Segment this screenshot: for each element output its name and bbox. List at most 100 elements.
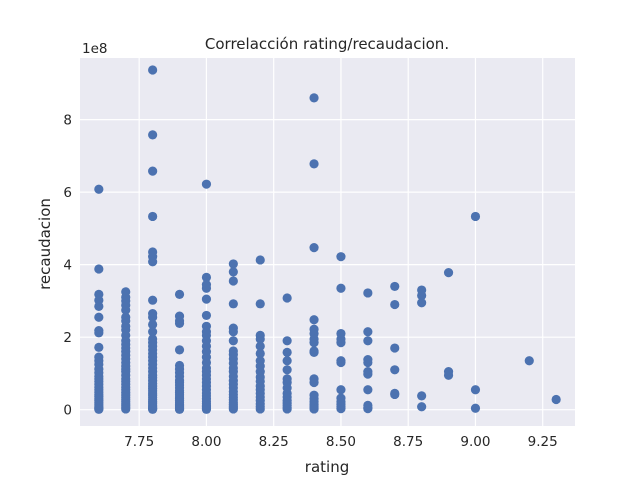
x-tick-label: 8.75 bbox=[393, 434, 423, 450]
data-point bbox=[228, 336, 238, 346]
data-point bbox=[282, 404, 292, 414]
data-point bbox=[228, 276, 238, 286]
data-point bbox=[336, 252, 346, 262]
data-point bbox=[309, 377, 319, 388]
data-point bbox=[282, 347, 292, 357]
data-point bbox=[121, 305, 131, 315]
data-point bbox=[148, 312, 158, 322]
data-point bbox=[282, 293, 292, 303]
data-point bbox=[255, 348, 265, 359]
data-point bbox=[94, 184, 104, 194]
data-point bbox=[228, 404, 238, 414]
data-point bbox=[336, 357, 346, 368]
data-point bbox=[390, 389, 400, 400]
data-point bbox=[363, 357, 373, 368]
x-tick-label: 9.25 bbox=[528, 434, 558, 450]
data-point bbox=[336, 338, 346, 348]
data-point bbox=[363, 336, 373, 346]
y-tick-labels: 0 2 4 6 8 bbox=[63, 113, 72, 419]
data-point bbox=[174, 345, 185, 355]
y-axis-label: recaudacion bbox=[36, 198, 54, 290]
data-point bbox=[363, 369, 373, 379]
data-point bbox=[336, 385, 346, 395]
data-point bbox=[470, 385, 481, 395]
data-point bbox=[94, 301, 104, 311]
data-point bbox=[390, 343, 400, 353]
data-point bbox=[148, 257, 158, 267]
data-point bbox=[228, 299, 238, 309]
x-tick-label: 8.25 bbox=[259, 434, 289, 450]
data-point bbox=[94, 264, 104, 274]
data-point bbox=[417, 402, 427, 412]
data-point bbox=[470, 211, 481, 222]
data-point bbox=[174, 404, 185, 414]
data-point bbox=[148, 404, 158, 414]
data-point bbox=[94, 312, 104, 322]
data-point bbox=[309, 93, 319, 103]
data-point bbox=[148, 166, 158, 176]
data-point bbox=[524, 356, 534, 366]
y-gridlines bbox=[80, 119, 575, 411]
x-tick-label: 8.50 bbox=[326, 434, 356, 450]
data-point bbox=[309, 347, 319, 357]
data-point bbox=[443, 370, 454, 380]
data-point bbox=[363, 288, 373, 298]
data-point bbox=[228, 327, 238, 337]
data-point bbox=[309, 159, 319, 169]
data-point bbox=[201, 272, 212, 282]
x-axis-label: rating bbox=[305, 458, 349, 476]
y-tick-label: 2 bbox=[63, 330, 72, 346]
data-point bbox=[282, 356, 292, 366]
data-point bbox=[363, 327, 373, 337]
y-tick-label: 0 bbox=[63, 403, 72, 419]
data-point bbox=[201, 179, 212, 189]
data-point bbox=[336, 283, 346, 293]
data-point bbox=[255, 255, 265, 265]
data-point bbox=[174, 289, 185, 299]
y-tick-label: 4 bbox=[63, 258, 72, 274]
data-point bbox=[121, 404, 131, 414]
data-point bbox=[443, 268, 454, 278]
data-points bbox=[94, 65, 561, 414]
data-point bbox=[148, 327, 158, 337]
x-tick-label: 9.00 bbox=[460, 434, 490, 450]
data-point bbox=[201, 294, 212, 304]
data-point bbox=[255, 299, 265, 309]
chart-title: Correlacción rating/recaudacion. bbox=[205, 35, 449, 53]
data-point bbox=[148, 65, 158, 75]
data-point bbox=[309, 315, 319, 325]
data-point bbox=[417, 290, 427, 301]
data-point bbox=[390, 365, 400, 375]
data-point bbox=[390, 281, 400, 292]
data-point bbox=[551, 394, 561, 405]
data-point bbox=[148, 319, 158, 330]
y-tick-label: 6 bbox=[63, 185, 72, 201]
x-tick-labels: 7.75 8.00 8.25 8.50 8.75 9.00 9.25 bbox=[124, 434, 558, 450]
data-point bbox=[201, 310, 212, 321]
data-point bbox=[282, 365, 292, 375]
data-point bbox=[417, 298, 427, 308]
data-point bbox=[94, 404, 104, 414]
y-tick-label: 8 bbox=[63, 113, 72, 129]
data-point bbox=[228, 267, 238, 277]
data-point bbox=[363, 385, 373, 395]
data-point bbox=[255, 341, 265, 351]
data-point bbox=[94, 342, 104, 352]
x-tick-label: 7.75 bbox=[124, 434, 154, 450]
data-point bbox=[309, 404, 319, 414]
x-tick-label: 8.00 bbox=[191, 434, 221, 450]
data-point bbox=[282, 336, 292, 346]
data-point bbox=[148, 295, 158, 305]
data-point bbox=[309, 243, 319, 253]
data-point bbox=[94, 328, 104, 338]
data-point bbox=[255, 334, 265, 344]
data-point bbox=[148, 130, 158, 140]
data-point bbox=[228, 259, 238, 269]
y-scale-offset-label: 1e8 bbox=[82, 41, 107, 57]
data-point bbox=[148, 211, 158, 222]
data-point bbox=[309, 338, 319, 348]
data-point bbox=[417, 391, 427, 401]
data-point bbox=[201, 404, 212, 414]
data-point bbox=[336, 403, 346, 414]
